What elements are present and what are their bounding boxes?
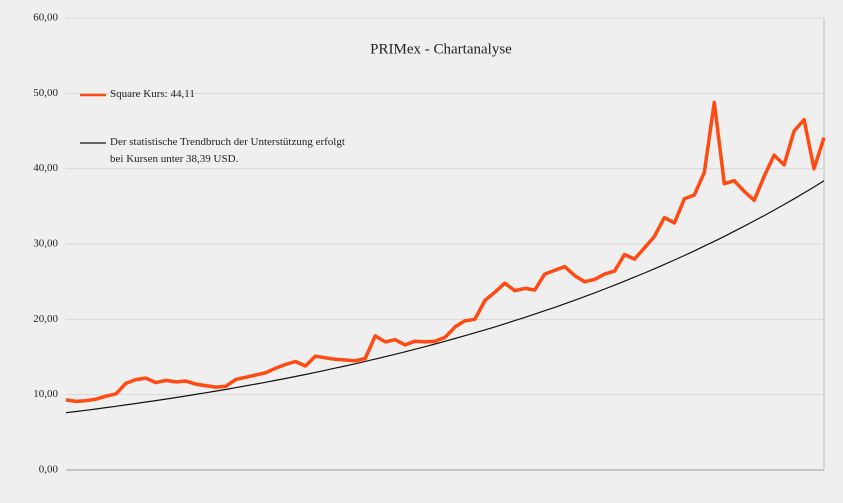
y-tick-label: 0,00 xyxy=(39,464,59,476)
y-tick-label: 40,00 xyxy=(33,162,58,174)
series-line xyxy=(65,100,826,404)
y-tick-label: 10,00 xyxy=(33,388,58,400)
legend-entry: Der statistische Trendbruch der Unterstü… xyxy=(110,136,345,165)
y-tick-label: 20,00 xyxy=(33,313,58,325)
legend-entry: Square Kurs: 44,11 xyxy=(110,88,195,100)
series-line xyxy=(65,180,825,414)
y-tick-label: 30,00 xyxy=(33,238,58,250)
chart-title: PRIMex - Chartanalyse xyxy=(370,41,512,57)
y-tick-label: 60,00 xyxy=(33,12,58,24)
y-tick-label: 50,00 xyxy=(33,87,58,99)
